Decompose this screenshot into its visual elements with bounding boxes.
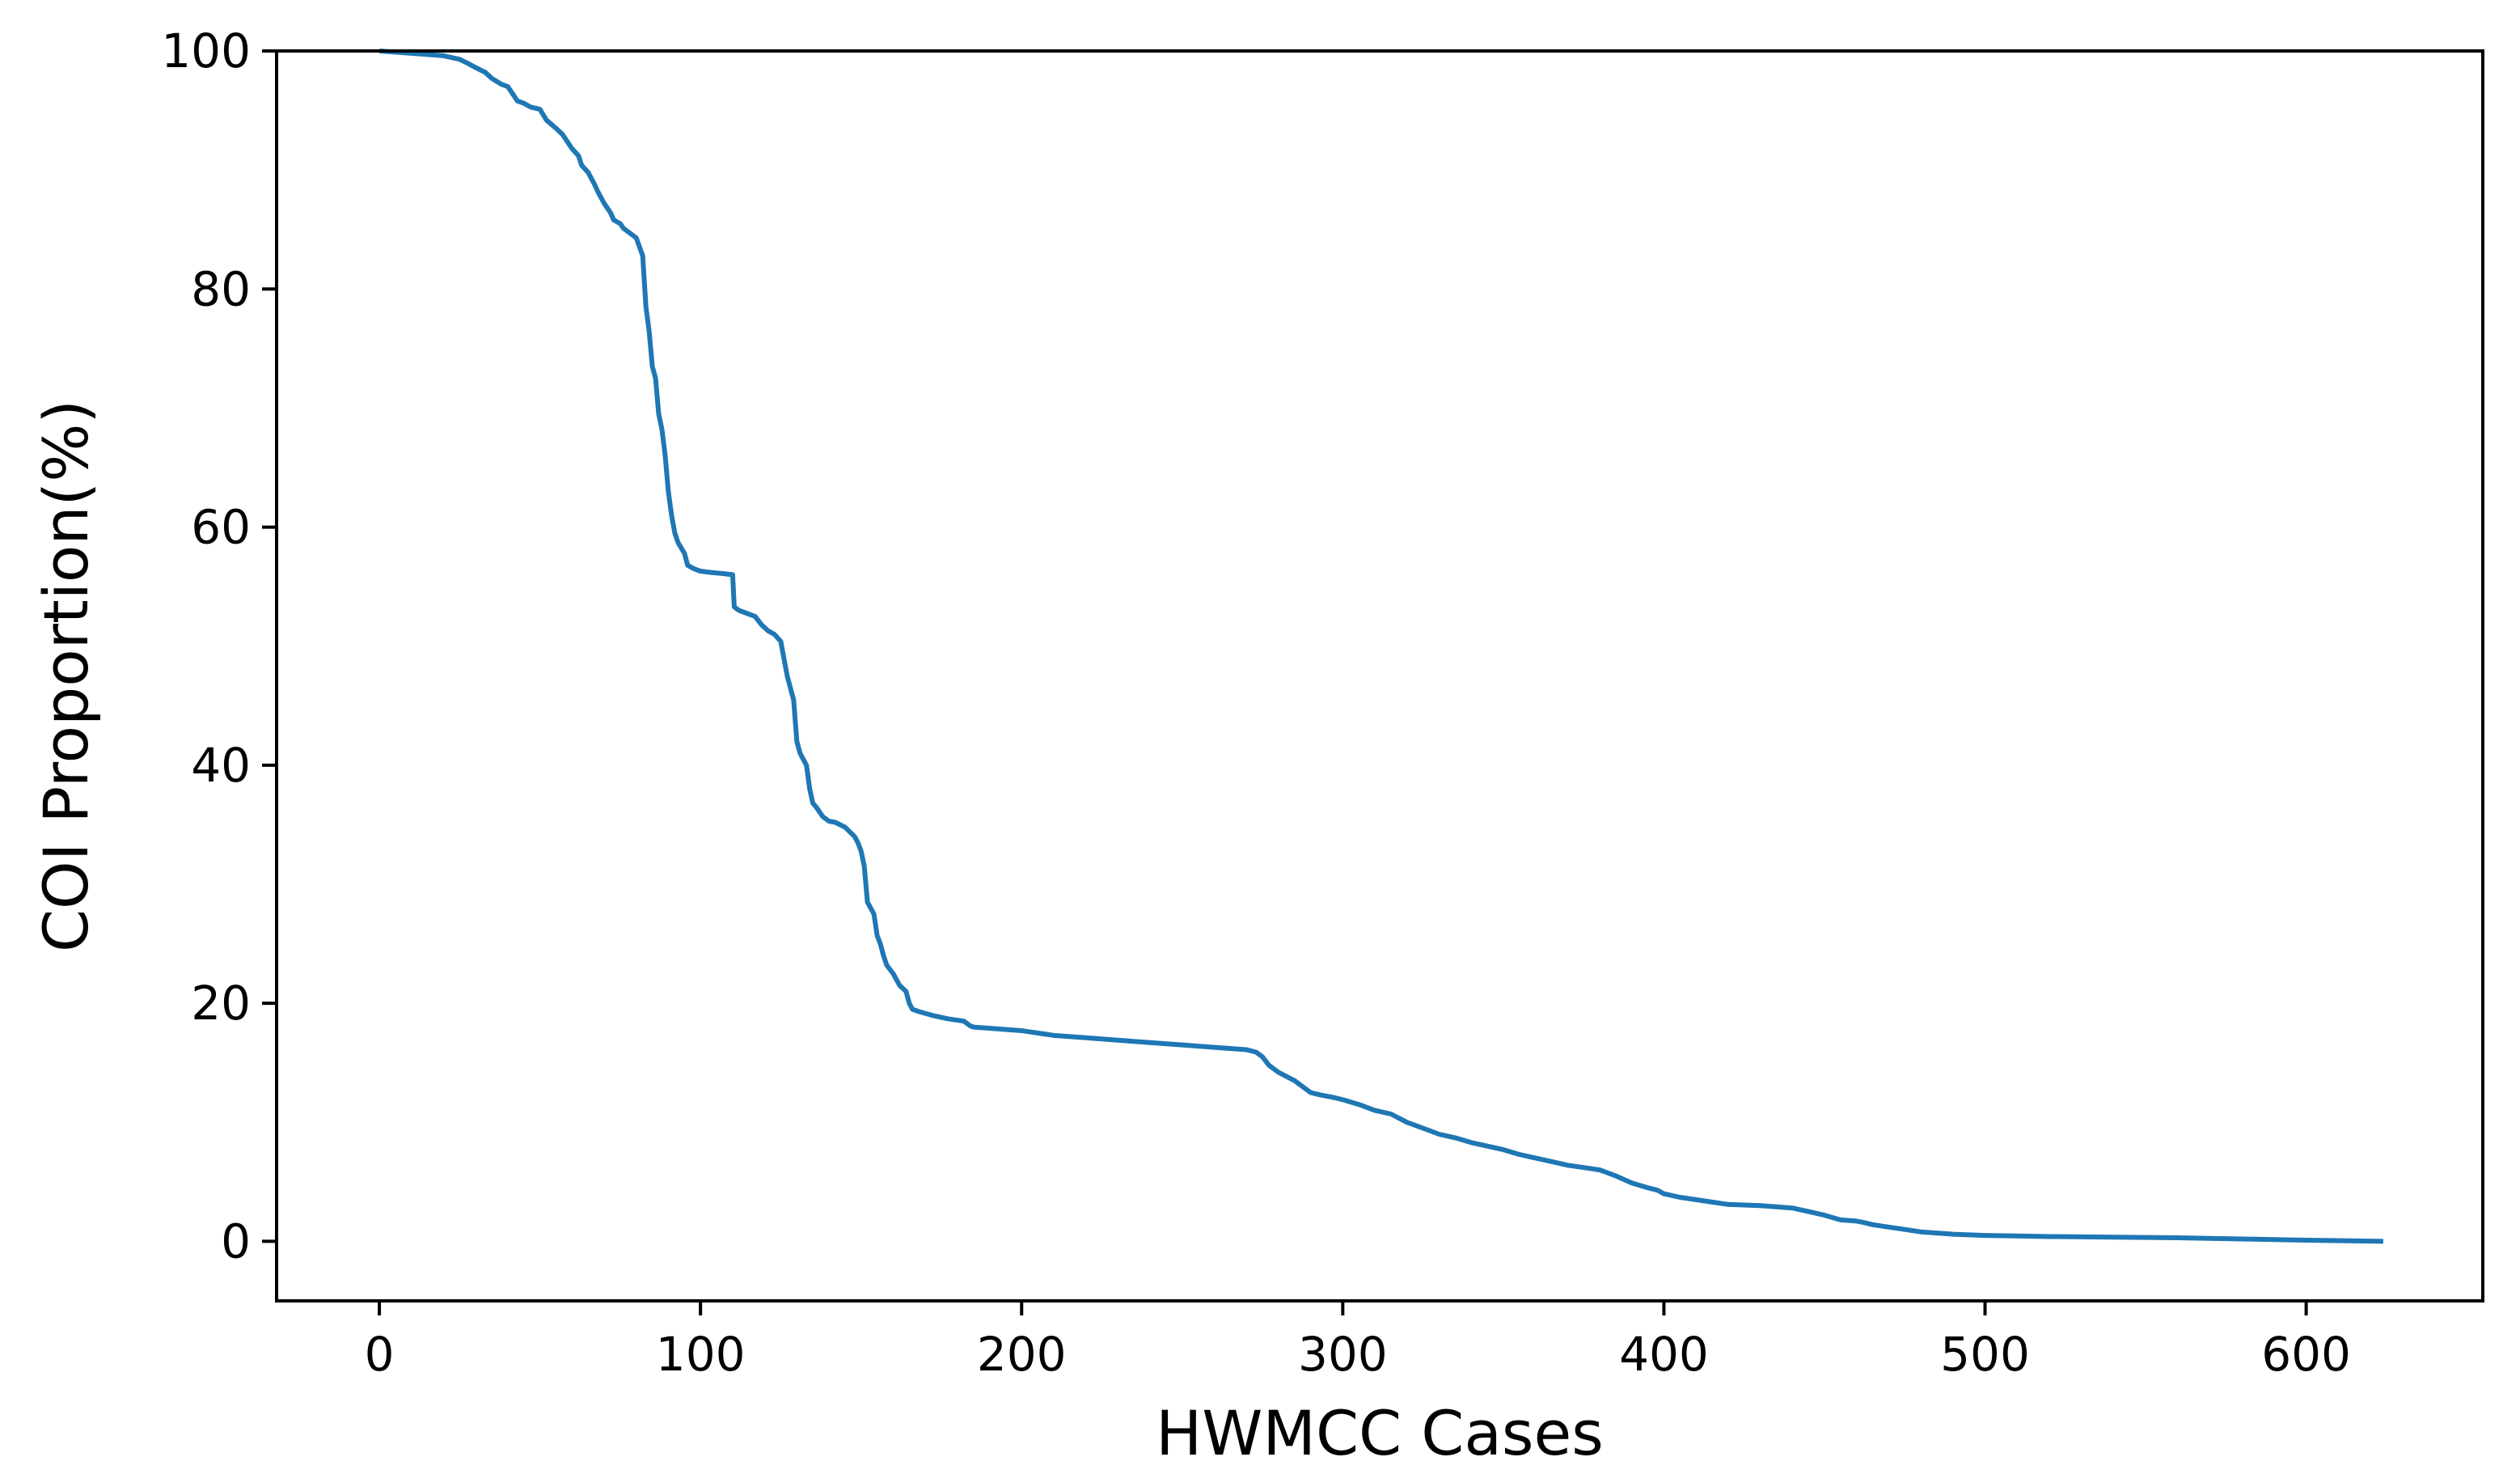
x-tick-label: 200 <box>977 1327 1067 1382</box>
x-tick-label: 500 <box>1940 1327 2030 1382</box>
y-tick-label: 100 <box>161 23 251 78</box>
axes-frame <box>275 49 2484 1302</box>
y-axis-title: COI Proportion(%) <box>30 400 102 952</box>
y-axis: 0 20 40 60 80 100 <box>161 23 277 1269</box>
y-tick-label: 80 <box>191 261 251 316</box>
x-tick-label: 300 <box>1298 1327 1388 1382</box>
x-tick-label: 400 <box>1619 1327 1709 1382</box>
plot-area <box>378 49 2383 1244</box>
y-tick-label: 0 <box>221 1214 251 1269</box>
x-tick-label: 600 <box>2261 1327 2351 1382</box>
x-axis: 0 100 200 300 400 500 600 <box>365 1301 2351 1382</box>
x-tick-label: 0 <box>365 1327 395 1382</box>
y-tick-label: 20 <box>191 976 251 1031</box>
series-line-0 <box>378 49 2383 1244</box>
y-tick-label: 60 <box>191 500 251 555</box>
y-tick-label: 40 <box>191 738 251 793</box>
x-tick-label: 100 <box>656 1327 746 1382</box>
x-axis-title: HWMCC Cases <box>1156 1397 1604 1469</box>
